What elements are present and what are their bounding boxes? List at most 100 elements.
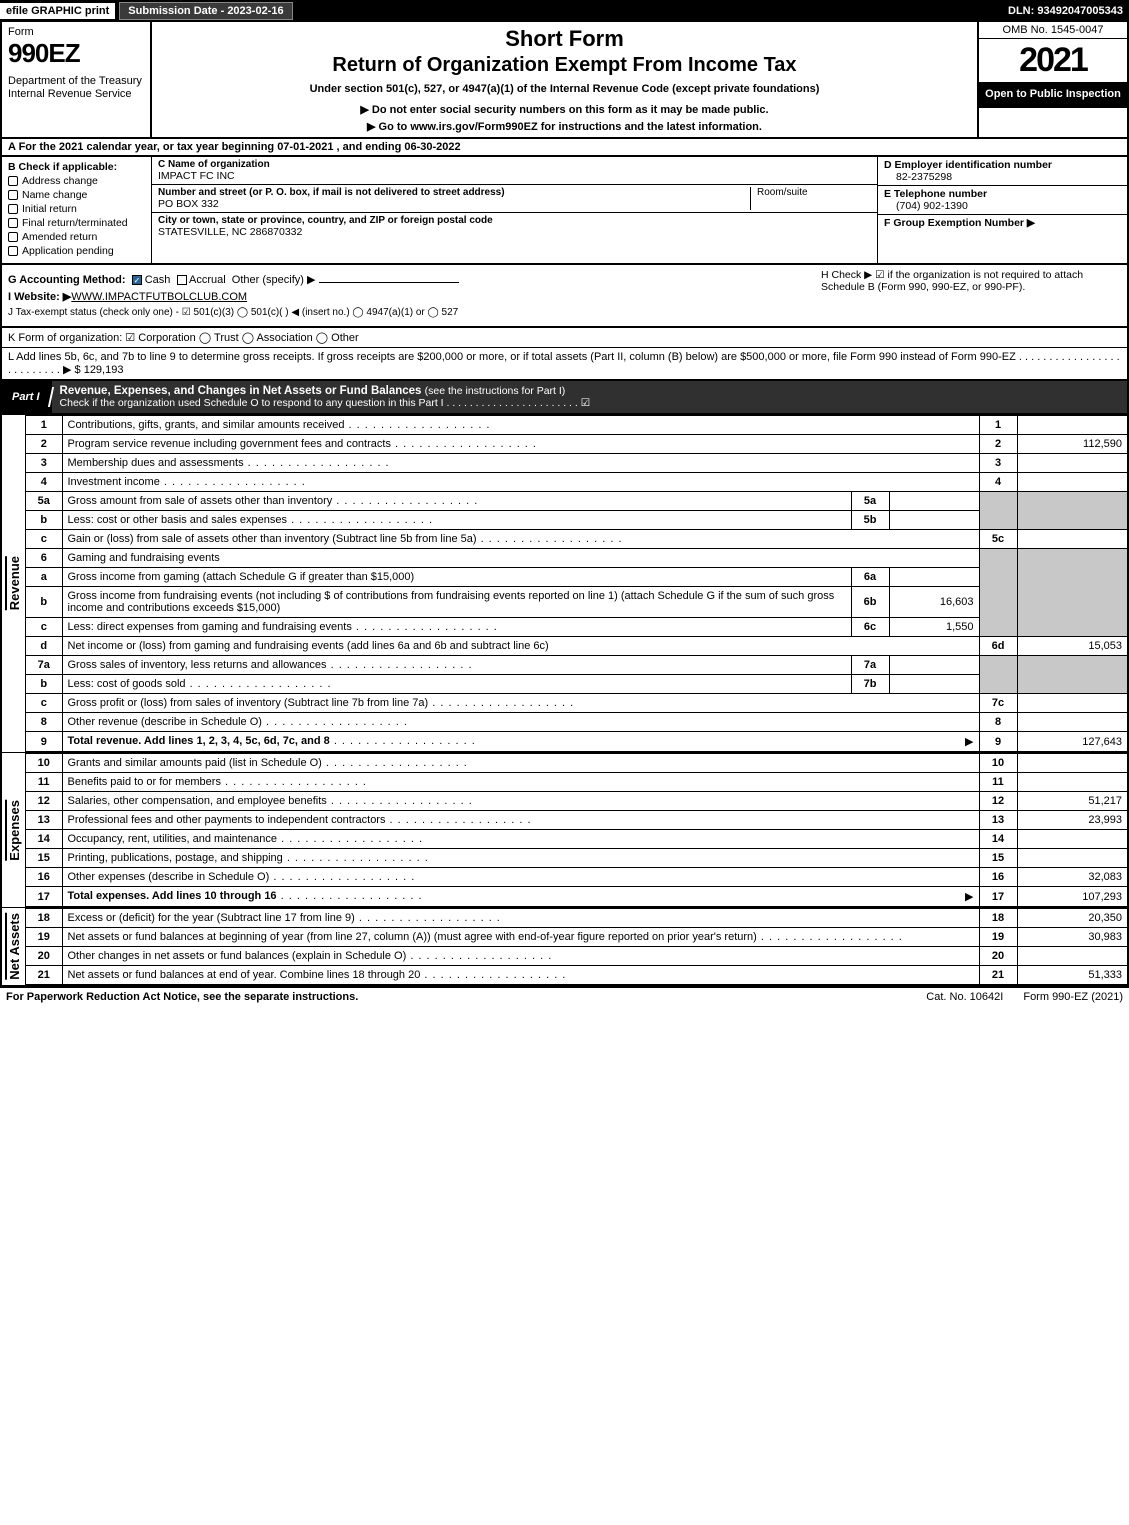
chk-app-pending[interactable]: Application pending — [8, 245, 145, 257]
table-row: 13Professional fees and other payments t… — [26, 811, 1127, 830]
open-inspection: Open to Public Inspection — [979, 82, 1127, 108]
chk-address-change[interactable]: Address change — [8, 175, 145, 187]
table-row: bLess: cost or other basis and sales exp… — [26, 511, 1127, 530]
table-row: 6Gaming and fundraising events — [26, 549, 1127, 568]
checkbox-icon[interactable] — [8, 246, 18, 256]
chk-final-return[interactable]: Final return/terminated — [8, 217, 145, 229]
table-row: 18Excess or (deficit) for the year (Subt… — [26, 909, 1127, 928]
table-row: cGain or (loss) from sale of assets othe… — [26, 530, 1127, 549]
revenue-table: 1Contributions, gifts, grants, and simil… — [26, 415, 1127, 752]
checkbox-icon[interactable] — [8, 176, 18, 186]
page-footer: For Paperwork Reduction Act Notice, see … — [0, 987, 1129, 1006]
ein-value: 82-2375298 — [884, 171, 1121, 183]
street-value: PO BOX 332 — [158, 198, 744, 210]
other-specify-input[interactable] — [319, 282, 459, 283]
submission-date: Submission Date - 2023-02-16 — [119, 2, 292, 20]
table-row: 16Other expenses (describe in Schedule O… — [26, 868, 1127, 887]
table-row: cLess: direct expenses from gaming and f… — [26, 618, 1127, 637]
under-section: Under section 501(c), 527, or 4947(a)(1)… — [158, 83, 971, 95]
street-label: Number and street (or P. O. box, if mail… — [158, 187, 744, 198]
chk-initial-return[interactable]: Initial return — [8, 203, 145, 215]
header-center: Short Form Return of Organization Exempt… — [152, 22, 977, 137]
checkbox-icon[interactable] — [8, 218, 18, 228]
city-value: STATESVILLE, NC 286870332 — [158, 226, 871, 238]
paperwork-notice: For Paperwork Reduction Act Notice, see … — [6, 991, 906, 1003]
table-row: 4Investment income4 — [26, 473, 1127, 492]
netassets-table: 18Excess or (deficit) for the year (Subt… — [26, 908, 1127, 985]
table-row: 5aGross amount from sale of assets other… — [26, 492, 1127, 511]
group-exemption-label: F Group Exemption Number ▶ — [884, 217, 1121, 229]
section-j-tax-status: J Tax-exempt status (check only one) - ☑… — [8, 307, 1121, 318]
row-a-tax-year: A For the 2021 calendar year, or tax yea… — [0, 139, 1129, 157]
expenses-table: 10Grants and similar amounts paid (list … — [26, 753, 1127, 907]
table-row: dNet income or (loss) from gaming and fu… — [26, 637, 1127, 656]
table-row: bGross income from fundraising events (n… — [26, 587, 1127, 618]
org-name: IMPACT FC INC — [158, 170, 871, 182]
checkbox-icon[interactable] — [8, 232, 18, 242]
netassets-block: Net Assets 18Excess or (deficit) for the… — [0, 907, 1129, 987]
section-bcdef: B Check if applicable: Address change Na… — [0, 157, 1129, 265]
table-row: bLess: cost of goods sold7b — [26, 675, 1127, 694]
checkbox-icon[interactable] — [8, 204, 18, 214]
section-kl: K Form of organization: ☑ Corporation ◯ … — [0, 328, 1129, 381]
table-row: 1Contributions, gifts, grants, and simil… — [26, 416, 1127, 435]
goto-link[interactable]: ▶ Go to www.irs.gov/Form990EZ for instru… — [158, 120, 971, 133]
table-row: 19Net assets or fund balances at beginni… — [26, 928, 1127, 947]
section-b-title: B Check if applicable: — [8, 161, 145, 173]
ein-label: D Employer identification number — [884, 159, 1121, 171]
table-row: cGross profit or (loss) from sales of in… — [26, 694, 1127, 713]
table-row: 14Occupancy, rent, utilities, and mainte… — [26, 830, 1127, 849]
part-1-header: Part I Revenue, Expenses, and Changes in… — [0, 381, 1129, 415]
header-left: Form 990EZ Department of the Treasury In… — [2, 22, 152, 137]
website-link[interactable]: WWW.IMPACTFUTBOLCLUB.COM — [71, 291, 247, 303]
table-row: aGross income from gaming (attach Schedu… — [26, 568, 1127, 587]
table-row: 15Printing, publications, postage, and s… — [26, 849, 1127, 868]
part-1-label: Part I — [0, 387, 54, 407]
table-row: 20Other changes in net assets or fund ba… — [26, 947, 1127, 966]
table-row: 21Net assets or fund balances at end of … — [26, 966, 1127, 985]
omb-number: OMB No. 1545-0047 — [979, 22, 1127, 39]
section-h: H Check ▶ ☑ if the organization is not r… — [821, 269, 1121, 293]
table-row: 2Program service revenue including gover… — [26, 435, 1127, 454]
chk-name-change[interactable]: Name change — [8, 189, 145, 201]
checkbox-cash-icon[interactable] — [132, 275, 142, 285]
form-header: Form 990EZ Department of the Treasury In… — [0, 22, 1129, 139]
efile-label[interactable]: efile GRAPHIC print — [0, 3, 115, 19]
expenses-vtab: Expenses — [2, 753, 26, 907]
table-row: 8Other revenue (describe in Schedule O)8 — [26, 713, 1127, 732]
section-l-gross-receipts: L Add lines 5b, 6c, and 7b to line 9 to … — [2, 348, 1127, 379]
dln: DLN: 93492047005343 — [1002, 3, 1129, 19]
table-row: 12Salaries, other compensation, and empl… — [26, 792, 1127, 811]
dept-treasury: Department of the Treasury Internal Reve… — [8, 75, 144, 101]
revenue-vtab: Revenue — [2, 415, 26, 752]
revenue-block: Revenue 1Contributions, gifts, grants, a… — [0, 415, 1129, 752]
tax-year: 2021 — [979, 39, 1127, 82]
netassets-vtab: Net Assets — [2, 908, 26, 985]
form-number: 990EZ — [8, 38, 144, 69]
header-right: OMB No. 1545-0047 2021 Open to Public In… — [977, 22, 1127, 137]
checkbox-icon[interactable] — [8, 190, 18, 200]
form-id-footer: Form 990-EZ (2021) — [1023, 991, 1123, 1003]
expenses-block: Expenses 10Grants and similar amounts pa… — [0, 752, 1129, 907]
main-title: Return of Organization Exempt From Incom… — [158, 54, 971, 77]
form-word: Form — [8, 26, 144, 38]
no-ssn-notice: ▶ Do not enter social security numbers o… — [158, 103, 971, 116]
table-row: 10Grants and similar amounts paid (list … — [26, 754, 1127, 773]
org-name-label: C Name of organization — [158, 159, 871, 170]
section-c: C Name of organization IMPACT FC INC Num… — [152, 157, 877, 263]
table-row: 3Membership dues and assessments3 — [26, 454, 1127, 473]
section-k-org-form: K Form of organization: ☑ Corporation ◯ … — [2, 328, 1127, 348]
cat-number: Cat. No. 10642I — [906, 991, 1023, 1003]
city-label: City or town, state or province, country… — [158, 215, 871, 226]
table-row: 9Total revenue. Add lines 1, 2, 3, 4, 5c… — [26, 732, 1127, 752]
phone-label: E Telephone number — [884, 188, 1121, 200]
section-ghij: H Check ▶ ☑ if the organization is not r… — [0, 265, 1129, 328]
chk-amended-return[interactable]: Amended return — [8, 231, 145, 243]
table-row: 11Benefits paid to or for members11 — [26, 773, 1127, 792]
table-row: 7aGross sales of inventory, less returns… — [26, 656, 1127, 675]
table-row: 17Total expenses. Add lines 10 through 1… — [26, 887, 1127, 907]
phone-value: (704) 902-1390 — [884, 200, 1121, 212]
checkbox-accrual-icon[interactable] — [177, 275, 187, 285]
part-1-title: Revenue, Expenses, and Changes in Net As… — [52, 381, 1127, 413]
section-def: D Employer identification number 82-2375… — [877, 157, 1127, 263]
